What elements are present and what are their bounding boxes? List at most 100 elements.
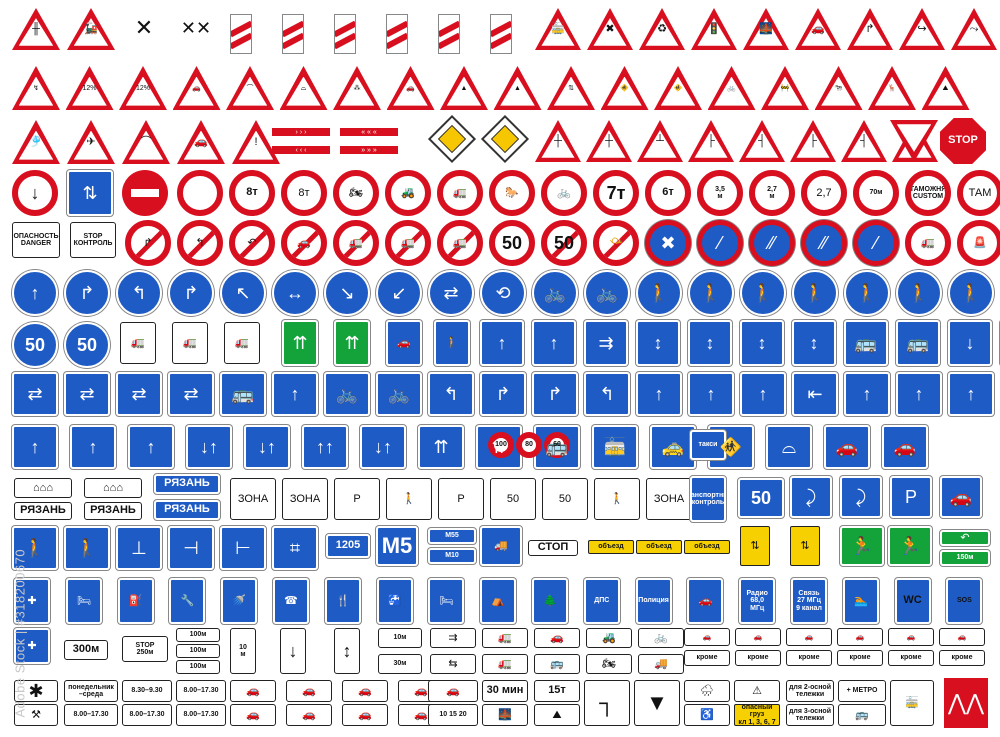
prohibitory-sign bbox=[177, 170, 223, 216]
stop-control-text: STOP КОНТРОЛЬ bbox=[73, 232, 113, 247]
truck-icon: 🚚 bbox=[494, 539, 508, 552]
dangerous-text: опасный груз кл 1, 3, 6, 7 bbox=[738, 704, 776, 726]
service-sign: 🚗 bbox=[687, 578, 724, 624]
workdays-plate: ⚒ bbox=[14, 704, 58, 726]
end-city-name-sign: РЯЗАНЬ bbox=[154, 500, 220, 520]
stock-watermark: Adobe Stock | #318200670 bbox=[0, 380, 28, 730]
stop-ru-text: СТОП bbox=[537, 541, 569, 554]
detour1-text: объезд bbox=[598, 543, 624, 551]
ryazan-text: РЯЗАНЬ bbox=[164, 477, 210, 490]
service-icon: 🚗 bbox=[698, 594, 713, 607]
no-turn-icon: 🚛 bbox=[453, 236, 467, 249]
chevron-icon: » » » bbox=[361, 146, 377, 154]
m5-text: M5 bbox=[381, 533, 413, 559]
distance-plate: 100м bbox=[176, 628, 220, 642]
warning-sign: 🎐 bbox=[12, 120, 60, 164]
prohibitory-icon: 2,7 bbox=[816, 186, 832, 199]
lane-direction-sign: ↑ bbox=[740, 372, 786, 416]
lane-icon: ↑↑ bbox=[316, 437, 334, 457]
prohibitory-sign: 8т bbox=[281, 170, 327, 216]
junction-sign: ┤ bbox=[841, 120, 887, 162]
dangerous-icon: 🚛 bbox=[183, 336, 197, 349]
mandatory-icon: 🚲 bbox=[543, 283, 567, 303]
lane-sign: ⇉ bbox=[584, 320, 628, 366]
lane-icon: ⇈ bbox=[491, 437, 507, 457]
h35-text: 3,5 м bbox=[715, 185, 725, 200]
wc-text: WC bbox=[903, 594, 922, 607]
bus-icon: 🚌 bbox=[855, 708, 869, 721]
transport-text: Транспортный контроль bbox=[690, 491, 725, 506]
turn-radius-sign: ⋀⋀ bbox=[944, 678, 988, 728]
vehicle-icon: 🚗 bbox=[906, 633, 916, 641]
except-plate: 🚗 bbox=[837, 628, 883, 646]
turn-icon: ⤸ bbox=[855, 487, 867, 507]
route-number-sign: 1205 bbox=[326, 534, 370, 558]
service-sign: Связь 27 МГц 9 канал bbox=[791, 578, 827, 624]
warning-sign: 🚸 bbox=[654, 66, 702, 110]
vehicle-icon: 🚛 bbox=[498, 631, 512, 644]
end-settlement-sign: ⌂⌂⌂ bbox=[84, 478, 142, 498]
warning-icon: 🚦 bbox=[707, 22, 721, 35]
warning-icon: 🌉 bbox=[759, 22, 773, 35]
residential-zone-sign: 🚶 bbox=[434, 320, 470, 366]
customs-text: ТАМОЖНЯ CUSTOM bbox=[909, 185, 947, 200]
rain-icon: 🌧 bbox=[700, 684, 714, 697]
mandatory-icon: ↰ bbox=[131, 283, 147, 303]
dangerous-goods-direction-sign: 🚛 bbox=[120, 322, 156, 364]
hours3-text: 8.00–17.30 bbox=[129, 711, 165, 719]
parking-icon: ⁄⁄ bbox=[768, 233, 775, 253]
motorway-sign: ⇈ bbox=[282, 320, 318, 366]
mandatory-icon: ↑ bbox=[30, 283, 40, 303]
lane-icon: 🚋 bbox=[603, 437, 627, 457]
lane-sign: ⌓ bbox=[766, 425, 812, 469]
info-sign: ⊢ bbox=[220, 526, 266, 570]
service-sign: ⛽ bbox=[117, 578, 154, 624]
except-plate: 🚗 bbox=[786, 628, 832, 646]
dangerous-icon: 🚛 bbox=[235, 336, 249, 349]
zone-arrow-plate: ↓ bbox=[280, 628, 306, 674]
terrain-plate: 🌉 bbox=[482, 704, 528, 726]
zone-sign: ЗОНА bbox=[282, 478, 328, 520]
detour-sign: объезд bbox=[588, 540, 634, 554]
zone-icon: 50 bbox=[506, 492, 520, 505]
parking-method-plate: 🚗 bbox=[342, 704, 388, 726]
warning-icon: ✈ bbox=[86, 135, 96, 148]
ryazan2-text: РЯЗАНЬ bbox=[20, 504, 66, 517]
lane-icon: ⌓ bbox=[781, 437, 797, 457]
warning-sign: ▲ bbox=[493, 66, 542, 110]
prohibitory-sign: 2,7 м bbox=[749, 170, 795, 216]
no-turn-icon: 🚗 bbox=[297, 236, 311, 249]
tools-icon: ⚒ bbox=[31, 708, 41, 721]
w6t-text: 6т bbox=[662, 186, 674, 199]
first-aid-icon: ✚ bbox=[27, 639, 37, 652]
arrow-down-icon: ↓ bbox=[30, 183, 40, 203]
vehicle-icon: 🚗 bbox=[550, 631, 564, 644]
service-icon: 🌲 bbox=[543, 594, 557, 607]
service-sign: 🛏 bbox=[428, 578, 465, 624]
axle-plate: для 3-осной тележки bbox=[786, 704, 834, 726]
mandatory-icon: 🚶 bbox=[803, 283, 827, 303]
metro-plate: + МЕТРО bbox=[838, 680, 886, 702]
metro-text: + МЕТРО bbox=[846, 687, 878, 695]
warning-icon: ⇅ bbox=[568, 84, 574, 92]
first-aid-sign: ✚ bbox=[14, 628, 50, 664]
lane-sign: ↑↑ bbox=[302, 425, 348, 469]
dangerous-icon: 🚛 bbox=[131, 336, 145, 349]
lane-sign: ↑ bbox=[532, 320, 576, 366]
route-m5-sign: M5 bbox=[376, 526, 418, 566]
prohibitory-sign: 2,7 bbox=[801, 170, 847, 216]
mandatory-icon: ↖ bbox=[235, 283, 251, 303]
mandatory-sign: 🚶 bbox=[896, 270, 942, 316]
krome-text: кроме bbox=[849, 654, 871, 662]
prohibitory-icon: 🚜 bbox=[401, 186, 415, 199]
except-plate: 🚗 bbox=[684, 628, 730, 646]
mandatory-sign: 🚶 bbox=[688, 270, 734, 316]
no-tow-icon: 🚗 bbox=[446, 684, 460, 697]
lane-direction-sign: 🚲 bbox=[324, 372, 370, 416]
lane-icon: ↑ bbox=[88, 437, 98, 457]
krome-text: кроме bbox=[696, 654, 718, 662]
lane-icon: 🚸 bbox=[719, 437, 743, 457]
mandatory-sign: 🚶 bbox=[948, 270, 994, 316]
warning-sign: ▲ bbox=[440, 66, 488, 110]
railway-icon: ╫ bbox=[32, 22, 40, 35]
